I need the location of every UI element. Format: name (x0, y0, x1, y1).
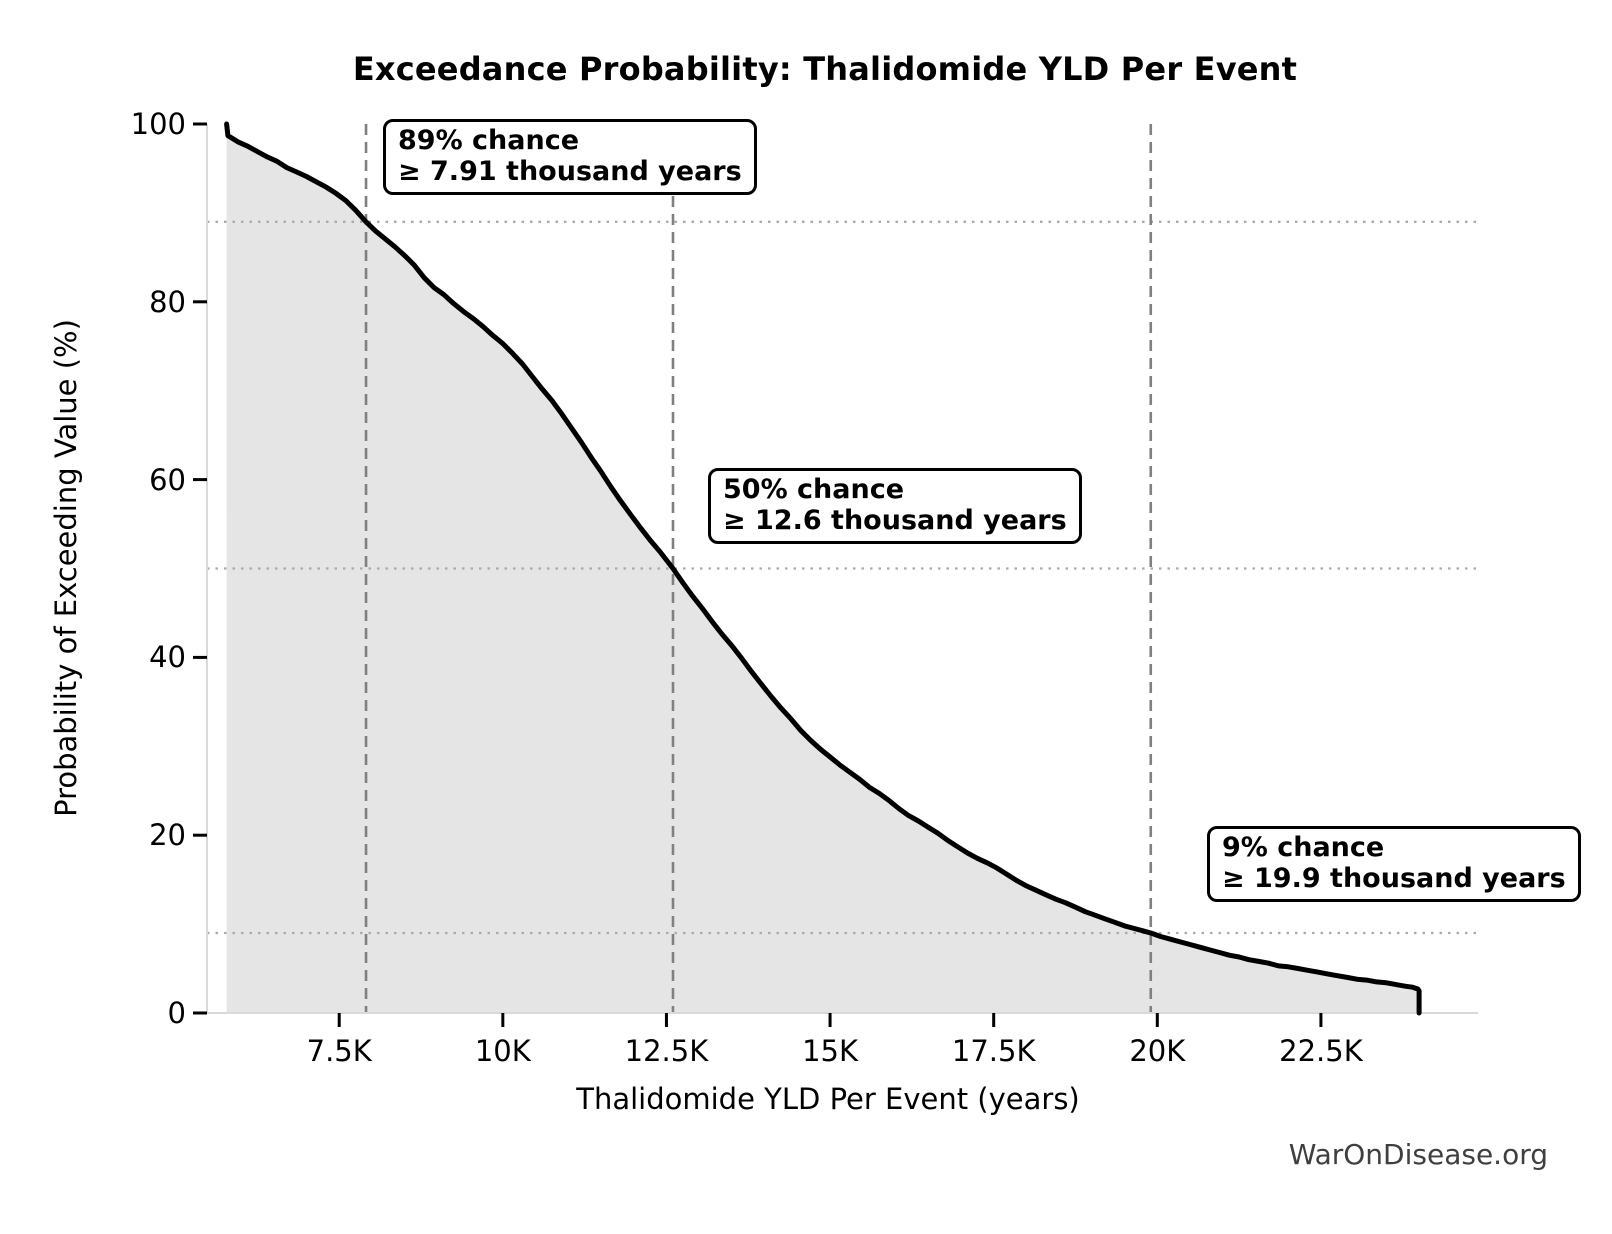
annotation-threshold: ≥ 12.6 thousand years (723, 505, 1067, 536)
y-tick-label-20: 20 (149, 818, 186, 853)
y-tick-label-80: 80 (149, 284, 186, 319)
watermark-text: WarOnDisease.org (1288, 1138, 1548, 1171)
x-tick-label-7.5K: 7.5K (306, 1034, 372, 1068)
curve-fill-area (226, 124, 1420, 1013)
annotation-9-percent: 9% chance ≥ 19.9 thousand years (1207, 826, 1581, 902)
annotation-50-percent: 50% chance ≥ 12.6 thousand years (708, 468, 1082, 544)
annotation-probability: 9% chance (1222, 832, 1385, 863)
y-tick-label-40: 40 (149, 640, 186, 675)
annotation-threshold: ≥ 7.91 thousand years (398, 156, 742, 187)
annotation-probability: 89% chance (398, 125, 580, 156)
x-tick-label-22.5K: 22.5K (1279, 1034, 1363, 1068)
y-axis-label: Probability of Exceeding Value (%) (49, 319, 83, 817)
annotation-threshold: ≥ 19.9 thousand years (1222, 863, 1566, 894)
x-tick-label-17.5K: 17.5K (951, 1034, 1036, 1068)
chart-title: Exceedance Probability: Thalidomide YLD … (352, 50, 1298, 88)
x-tick-label-10K: 10K (474, 1034, 531, 1068)
y-tick-label-60: 60 (149, 462, 186, 497)
x-tick-label-12.5K: 12.5K (624, 1034, 709, 1068)
x-axis-label: Thalidomide YLD Per Event (years) (576, 1082, 1080, 1116)
annotation-probability: 50% chance (723, 474, 905, 505)
y-tick-label-100: 100 (130, 107, 186, 141)
x-tick-label-15K: 15K (802, 1034, 859, 1068)
x-tick-label-20K: 20K (1129, 1034, 1186, 1068)
y-tick-label-0: 0 (167, 996, 186, 1030)
annotation-89-percent: 89% chance ≥ 7.91 thousand years (383, 119, 757, 195)
exceedance-curve (224, 121, 1422, 1016)
